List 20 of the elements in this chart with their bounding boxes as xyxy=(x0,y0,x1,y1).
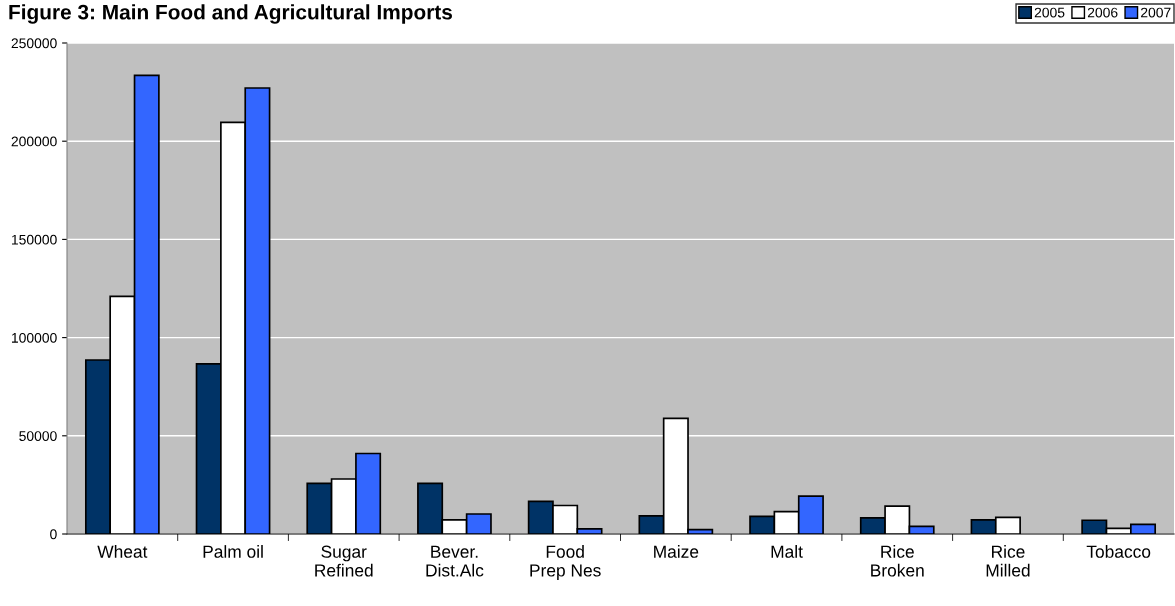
x-tick-label: Malt xyxy=(771,545,803,558)
x-tick-label: Palm oil xyxy=(203,545,263,558)
x-tick-label: Bever. Dist.Alc xyxy=(426,545,484,577)
x-tick-label: Rice Broken xyxy=(871,545,924,577)
x-tick-label: Tobacco xyxy=(1086,545,1151,558)
x-tick-label: Food Prep Nes xyxy=(530,545,601,580)
chart-title: Figure 3: Main Food and Agricultural Imports xyxy=(9,4,452,24)
y-tick-label: 150000 xyxy=(12,234,57,245)
y-tick-label: 100000 xyxy=(12,332,57,343)
legend-label: 2005 xyxy=(1034,7,1065,18)
y-tick-label: 50000 xyxy=(19,431,57,441)
legend-label: 2007 xyxy=(1141,7,1171,18)
x-tick-label: Maize xyxy=(654,545,699,558)
x-tick-label: Rice Milled xyxy=(986,545,1030,577)
x-tick-label: Wheat xyxy=(97,545,148,558)
y-tick-label: 250000 xyxy=(11,38,57,49)
legend-label: 2006 xyxy=(1087,7,1118,18)
y-tick-label: 200000 xyxy=(11,136,57,147)
x-tick-label: Sugar Refined xyxy=(315,545,373,577)
y-tick-label: 0 xyxy=(50,529,57,540)
